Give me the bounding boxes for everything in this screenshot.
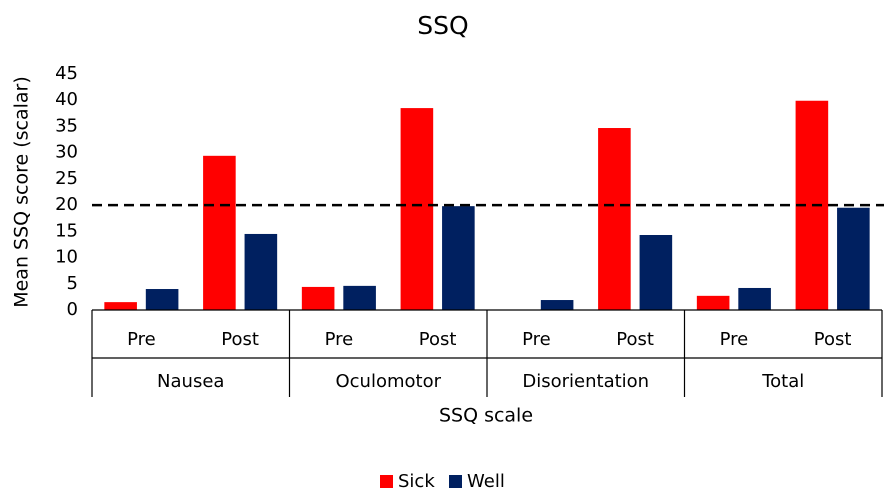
- y-tick-label: 35: [55, 115, 78, 136]
- bar: [639, 235, 673, 310]
- y-axis-label: Mean SSQ score (scalar): [11, 76, 33, 308]
- x-tick-label: Pre: [720, 329, 749, 350]
- x-tick-label: Post: [221, 329, 259, 350]
- bar: [244, 233, 278, 310]
- y-tick-label: 0: [67, 299, 78, 320]
- bar: [837, 207, 870, 310]
- bar: [738, 287, 771, 310]
- y-tick-label: 10: [55, 247, 78, 268]
- bar: [343, 285, 376, 310]
- legend-label: Sick: [398, 471, 435, 492]
- y-tick-label: 25: [55, 168, 78, 189]
- bar: [145, 289, 179, 310]
- group-label: Oculomotor: [335, 371, 441, 392]
- x-axis-label: SSQ scale: [439, 405, 533, 427]
- group-label: Nausea: [157, 371, 224, 392]
- y-tick-label: 40: [55, 89, 78, 110]
- legend-swatch: [380, 475, 393, 488]
- x-tick-label: Post: [814, 329, 852, 350]
- chart-title: SSQ: [417, 11, 468, 40]
- y-tick-label: 30: [55, 142, 78, 163]
- bar: [540, 300, 574, 310]
- group-label: Total: [761, 371, 804, 392]
- x-tick-label: Pre: [522, 329, 551, 350]
- bar: [442, 206, 475, 310]
- x-tick-label: Post: [419, 329, 457, 350]
- x-tick-label: Pre: [127, 329, 156, 350]
- legend-label: Well: [467, 471, 505, 492]
- bar: [696, 295, 730, 310]
- bar: [104, 302, 137, 310]
- bar: [598, 128, 631, 310]
- bar: [301, 286, 335, 310]
- y-tick-label: 20: [55, 194, 78, 215]
- bar: [203, 155, 236, 310]
- x-tick-label: Pre: [325, 329, 354, 350]
- bar: [400, 108, 434, 310]
- group-label: Disorientation: [522, 371, 649, 392]
- legend-swatch: [449, 475, 462, 488]
- x-tick-label: Post: [616, 329, 654, 350]
- y-tick-label: 15: [55, 220, 78, 241]
- y-tick-label: 45: [55, 63, 78, 84]
- y-tick-label: 5: [67, 273, 78, 294]
